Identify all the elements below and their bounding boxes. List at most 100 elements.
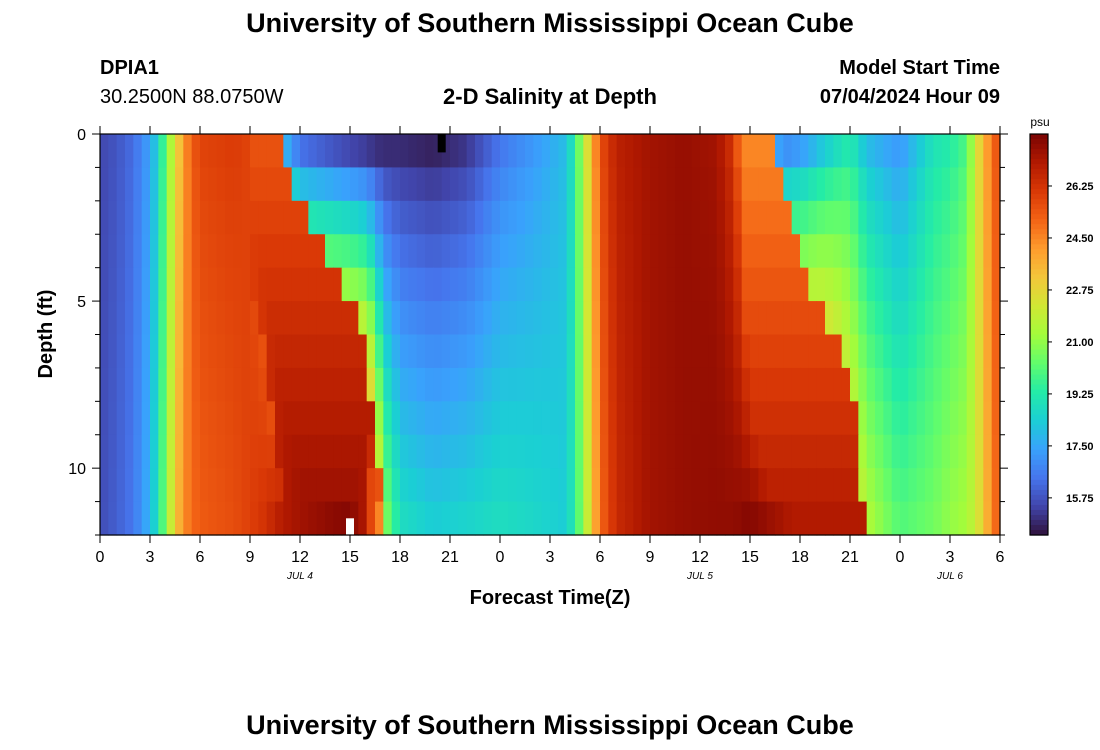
heatmap-cell [141, 167, 151, 202]
heatmap-cell [983, 501, 993, 536]
heatmap-cell [483, 334, 493, 369]
heatmap-cell [466, 134, 476, 169]
heatmap-cell [608, 334, 618, 369]
colorbar-segment [1030, 274, 1048, 280]
heatmap-cell [558, 267, 568, 302]
heatmap-cell [875, 200, 884, 235]
heatmap-cell [500, 501, 509, 536]
heatmap-cell [916, 401, 926, 436]
heatmap-cell [350, 367, 359, 402]
heatmap-cell [741, 334, 751, 369]
heatmap-cell [866, 267, 876, 302]
heatmap-cell [908, 167, 918, 202]
heatmap-cell [775, 401, 784, 436]
heatmap-cell [208, 234, 218, 269]
colorbar-segment [1030, 234, 1048, 240]
heatmap-cell [125, 434, 134, 469]
heatmap-cell [216, 200, 226, 235]
heatmap-cell [225, 267, 234, 302]
heatmap-cell [225, 367, 234, 402]
heatmap-cell [208, 334, 218, 369]
heatmap-cell [733, 200, 743, 235]
heatmap-cell [733, 234, 743, 269]
heatmap-cell [516, 301, 526, 336]
heatmap-cell [225, 434, 234, 469]
heatmap-cell [983, 434, 993, 469]
heatmap-cell [466, 200, 476, 235]
heatmap-cell [491, 434, 501, 469]
heatmap-cell [150, 334, 159, 369]
heatmap-cell [133, 501, 143, 536]
heatmap-cell [708, 200, 718, 235]
heatmap-cell [966, 167, 976, 202]
heatmap-cell [683, 401, 693, 436]
heatmap-cell [591, 134, 601, 169]
heatmap-cell [408, 468, 418, 503]
heatmap-cell [283, 167, 293, 202]
heatmap-cell [775, 167, 784, 202]
heatmap-cell [375, 501, 384, 536]
heatmap-cell [583, 134, 593, 169]
heatmap-cell [700, 401, 709, 436]
colorbar-segment [1030, 219, 1048, 225]
heatmap-cell [275, 134, 284, 169]
heatmap-cell [233, 167, 243, 202]
heatmap-cell [741, 501, 751, 536]
heatmap-cell [991, 434, 1001, 469]
heatmap-cell [666, 267, 676, 302]
heatmap-cell [825, 234, 834, 269]
heatmap-cell [841, 468, 851, 503]
heatmap-cell [291, 301, 301, 336]
heatmap-cell [591, 401, 601, 436]
x-tick-label: 9 [646, 549, 655, 566]
heatmap-cell [891, 367, 901, 402]
heatmap-cell [658, 401, 668, 436]
heatmap-cell [425, 434, 434, 469]
heatmap-cell [725, 267, 734, 302]
heatmap-cell [850, 200, 859, 235]
heatmap-cell [575, 367, 584, 402]
heatmap-cell [950, 434, 959, 469]
heatmap-cell [208, 134, 218, 169]
heatmap-cell [133, 301, 143, 336]
heatmap-cell [850, 401, 859, 436]
heatmap-cell [300, 200, 309, 235]
heatmap-cell [575, 501, 584, 536]
heatmap-cell [791, 167, 801, 202]
heatmap-cell [775, 200, 784, 235]
heatmap-cell [141, 301, 151, 336]
heatmap-cell [450, 367, 459, 402]
heatmap-cell [958, 401, 968, 436]
heatmap-cell [566, 468, 576, 503]
heatmap-cell [833, 334, 843, 369]
heatmap-cell [241, 134, 251, 169]
heatmap-cell [183, 401, 193, 436]
heatmap-cell [725, 234, 734, 269]
heatmap-cell [208, 468, 218, 503]
heatmap-cell [791, 334, 801, 369]
heatmap-cell [300, 267, 309, 302]
heatmap-cell [491, 200, 501, 235]
heatmap-cell [708, 267, 718, 302]
heatmap-cell [491, 234, 501, 269]
heatmap-cell [375, 334, 384, 369]
heatmap-cell [783, 401, 793, 436]
heatmap-cell [550, 334, 559, 369]
heatmap-cell [891, 468, 901, 503]
heatmap-cell [500, 134, 509, 169]
heatmap-cell [125, 468, 134, 503]
heatmap-cell [125, 167, 134, 202]
x-tick-label: 21 [441, 549, 459, 566]
heatmap-cell [433, 234, 443, 269]
heatmap-cell [683, 267, 693, 302]
heatmap-cell [341, 200, 351, 235]
heatmap-cell [508, 468, 518, 503]
heatmap-cell [350, 200, 359, 235]
heatmap-cell [433, 434, 443, 469]
heatmap-cell [900, 167, 909, 202]
heatmap-cell [116, 200, 126, 235]
heatmap-cell [941, 267, 951, 302]
heatmap-cell [200, 334, 209, 369]
x-date-label: JUL 4 [286, 571, 313, 582]
heatmap-cell [575, 434, 584, 469]
